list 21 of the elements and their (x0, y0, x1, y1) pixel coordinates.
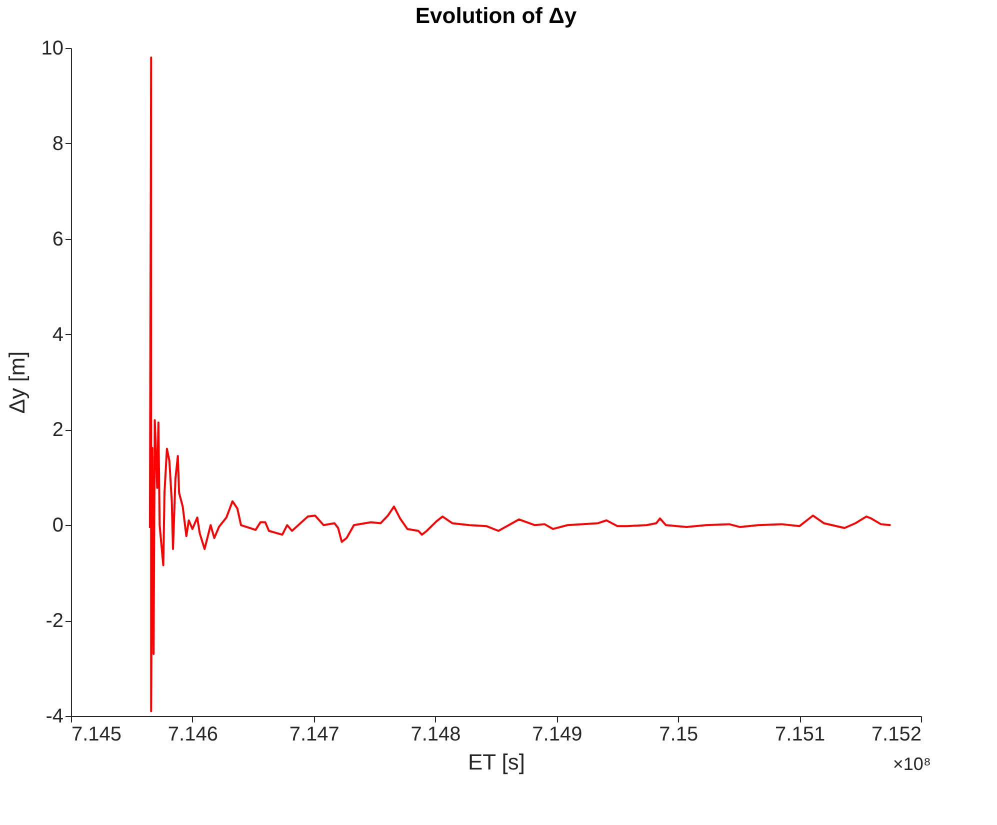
x-tick-label: 7.147 (289, 724, 340, 746)
x-tick-label: 7.146 (168, 724, 218, 746)
y-tick-label: 10 (41, 38, 64, 60)
y-tick-label: 4 (52, 324, 64, 346)
x-tick-label: 7.149 (532, 724, 582, 746)
y-tick-label: 8 (52, 132, 64, 155)
y-tick-label: -2 (46, 610, 64, 632)
y-tick-label: -4 (46, 706, 64, 728)
x-tick-label: 7.148 (410, 724, 461, 746)
x-tick-label: 7.151 (775, 724, 826, 746)
y-tick-label: 0 (52, 514, 64, 537)
y-tick-label: 2 (52, 419, 64, 442)
line-series (148, 56, 892, 712)
x-axis-title: ET [s] (468, 750, 526, 774)
x-tick-label: 7.145 (72, 724, 122, 746)
x-tick-label: 7.15 (659, 724, 698, 746)
x-tick-label: 7.152 (871, 724, 922, 746)
chart-title: Evolution of Δy (415, 3, 578, 28)
text: ×10⁸ (892, 754, 931, 774)
y-tick-label: 6 (52, 228, 64, 250)
y-axis-title: Δy [m] (4, 351, 30, 414)
